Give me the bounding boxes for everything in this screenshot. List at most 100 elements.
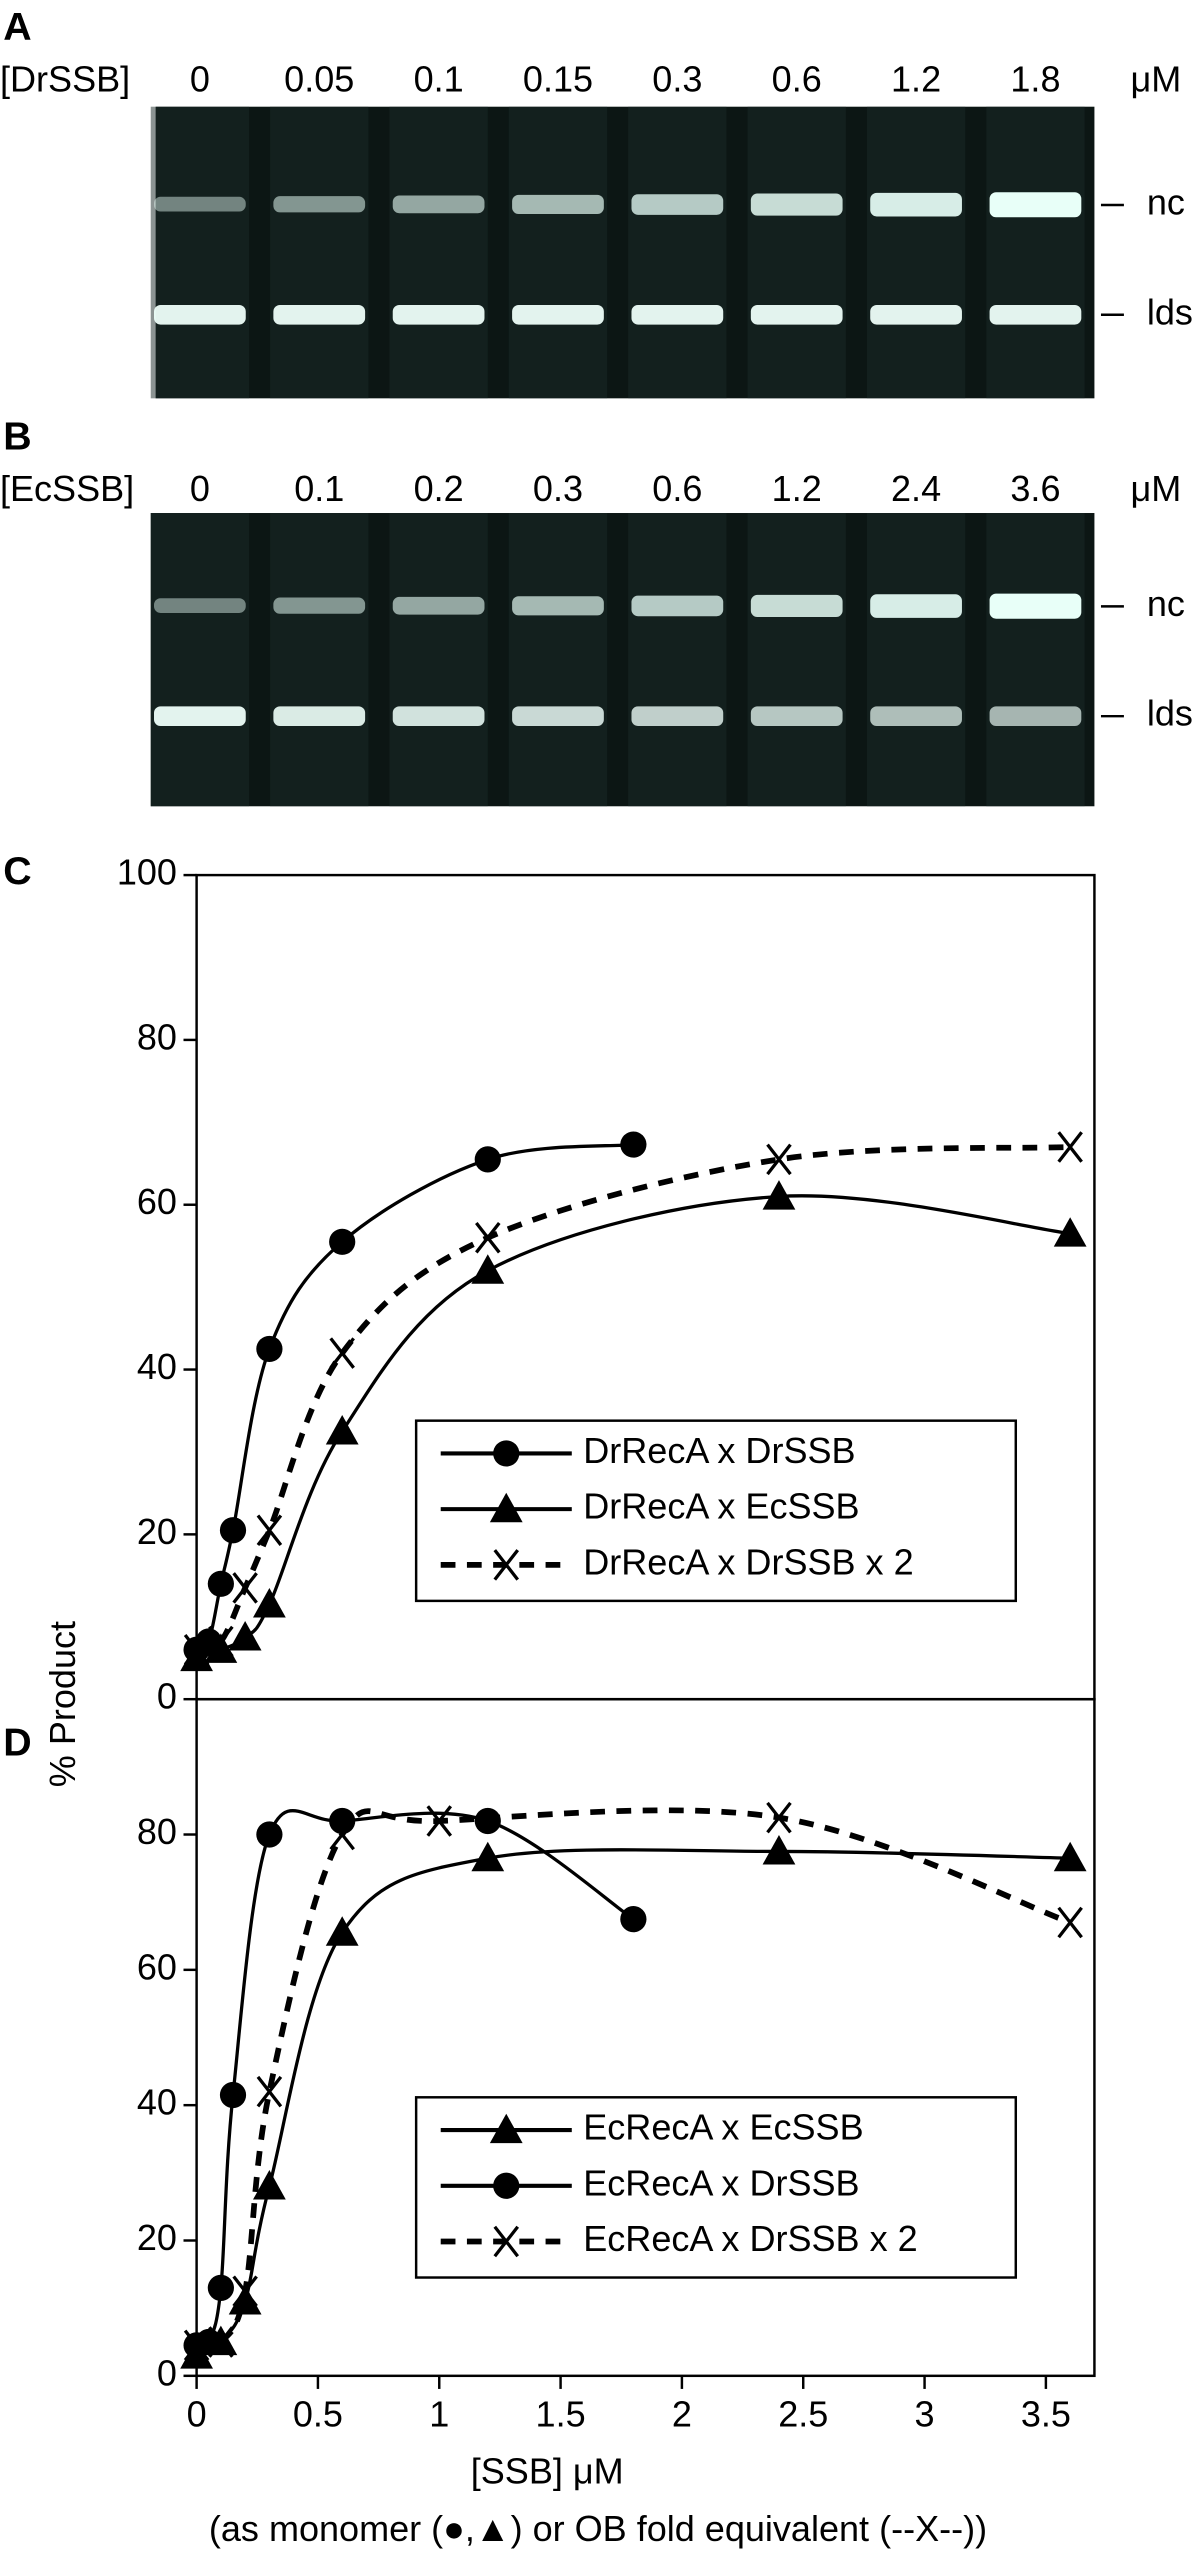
x-tick-label: 0 [187,2393,207,2434]
lane-smear [508,513,608,807]
marker-x [1057,1131,1083,1163]
marker-triangle [471,1254,505,1284]
marker-triangle [489,1492,523,1523]
lane-label: 2.4 [891,468,941,509]
lane-label: 1.2 [772,468,822,509]
band-lds [512,706,604,727]
marker-circle [207,1570,234,1597]
x-axis-note: (as monomer (●,▲) or OB fold equivalent … [209,2508,987,2549]
marker-x [256,1514,283,1546]
gel-unit: μM [1130,468,1181,509]
marker-circle [493,1440,520,1467]
y-tick-label: 80 [137,1811,177,1852]
marker-circle [256,1335,283,1363]
marker-x [475,1221,501,1254]
marker-x [329,1337,355,1369]
band-lds [392,706,485,727]
lane-smear [389,513,488,807]
y-tick-label: 0 [157,2352,177,2393]
band-lds [750,706,843,727]
lane-label: 0 [190,468,210,509]
marker-triangle [253,1588,286,1618]
marker-triangle [489,2113,523,2144]
legend: DrRecA x DrSSB DrRecA x EcSSB DrRecA x DrS… [414,1419,1018,1603]
lane-label: 3.6 [1010,468,1060,509]
panel-label: B [3,415,31,459]
y-tick-label: 40 [137,2082,177,2123]
gel-protein-label: [DrSSB] [0,59,130,100]
x-tick-label: 3 [915,2393,935,2434]
y-tick-label: 0 [157,1676,177,1717]
band-nc [989,192,1082,218]
marker-triangle [253,2169,286,2200]
marker-circle [474,1807,501,1835]
lane-label: 0.6 [652,468,702,509]
band-label: lds [1147,693,1193,734]
band-nc [273,597,366,614]
y-tick-label: 20 [137,2217,177,2258]
lane-smear [389,106,488,399]
band-label: lds [1147,291,1193,332]
marker-x [232,2275,258,2308]
band-lds [273,706,366,727]
marker-x [232,1572,258,1604]
band-lds [154,304,246,325]
x-tick-label: 2.5 [778,2393,828,2434]
marker-circle [620,1131,647,1158]
lane-smear [628,513,727,807]
legend-label: EcRecA x DrSSB [583,2162,859,2203]
panel-label: A [3,5,31,49]
plot-frame [195,1697,1096,2378]
marker-circle [493,2172,520,2199]
lane-smear [866,106,966,399]
band-lds [989,304,1082,325]
lane-smear [150,106,250,399]
marker-x [1057,1906,1083,1939]
band-nc [870,192,962,217]
band-nc [392,195,485,214]
lane-label: 0.15 [523,59,593,100]
lane-smear [986,513,1085,807]
lane-smear [270,513,369,807]
marker-circle [207,2274,234,2301]
band-nc [154,598,246,613]
band-lds [154,706,246,727]
y-tick-label: 40 [137,1346,177,1387]
legend: EcRecA x EcSSB EcRecA x DrSSB EcRecA x DrS… [414,2096,1018,2279]
band-label: nc [1147,182,1185,223]
panel-label: D [3,1720,31,1764]
marker-circle [620,1905,647,1933]
lane-label: 1.2 [891,59,941,100]
band-label: nc [1147,583,1185,624]
band-lds [631,706,724,727]
legend-label: DrRecA x DrSSB x 2 [583,1541,913,1582]
marker-circle [219,2081,247,2109]
marker-triangle [1053,1217,1087,1247]
lane-label: 0.3 [652,59,702,100]
band-lds [750,304,843,325]
lane-label: 0.2 [414,468,464,509]
lane-smear [270,106,369,399]
legend-label: EcRecA x DrSSB x 2 [583,2218,917,2259]
panel-label: C [3,849,31,893]
marker-circle [219,1517,247,1544]
x-tick-label: 1.5 [536,2393,586,2434]
marker-triangle [204,1633,238,1663]
marker-triangle [228,1620,262,1651]
lane-smear [866,513,966,807]
band-lds [273,304,366,325]
y-tick-label: 20 [137,1511,177,1552]
band-nc [512,194,604,215]
lane-smear [150,513,250,807]
band-lds [870,304,962,325]
band-nc [750,594,843,618]
band-nc [273,196,366,213]
band-nc [870,594,962,618]
y-tick-label: 80 [137,1016,177,1057]
marker-x [183,2329,210,2362]
lane-smear [508,106,608,399]
gel-protein-label: [EcSSB] [0,468,134,509]
band-nc [631,595,724,617]
y-tick-label: 60 [137,1181,177,1222]
